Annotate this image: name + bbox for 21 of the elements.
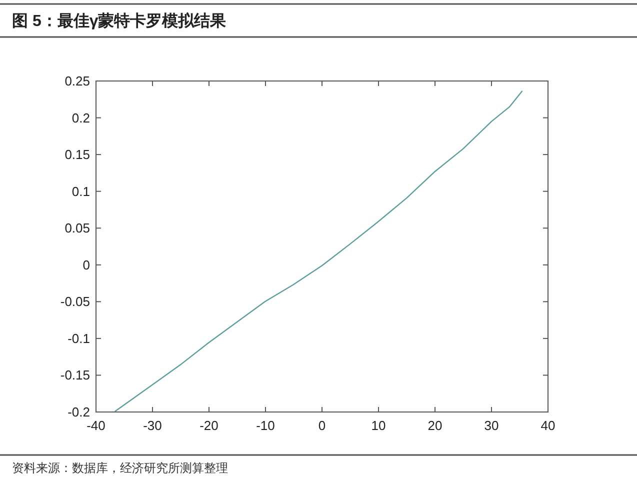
y-tick-label: 0.05: [64, 220, 90, 236]
y-tick-label: 0.1: [72, 184, 90, 199]
y-tick-label: -0.2: [68, 404, 90, 420]
annotation: 资料来源：数据库，经济研究所测算整理: [12, 461, 228, 475]
x-tick-label: 10: [371, 418, 386, 433]
x-tick-label: 40: [540, 418, 556, 433]
y-tick-label: 0.25: [64, 74, 90, 88]
x-tick-label: -30: [143, 418, 162, 433]
y-tick-label: -0.05: [60, 294, 90, 310]
y-tick-label: -0.1: [68, 330, 90, 346]
x-tick-label: -40: [86, 418, 106, 433]
y-tick-label: 0.15: [64, 147, 90, 162]
title: 图 5：最佳γ蒙特卡罗模拟结果: [12, 13, 226, 30]
y-tick-label: 0.2: [72, 110, 90, 126]
y-tick-label: 0: [82, 257, 90, 272]
x-tick-label: 20: [428, 418, 442, 433]
x-tick-label: 30: [484, 418, 499, 433]
x-tick-label: 0: [318, 418, 326, 433]
y-tick-label: -0.15: [60, 368, 90, 383]
x-tick-label: -20: [200, 418, 218, 433]
x-tick-label: -10: [256, 418, 275, 433]
